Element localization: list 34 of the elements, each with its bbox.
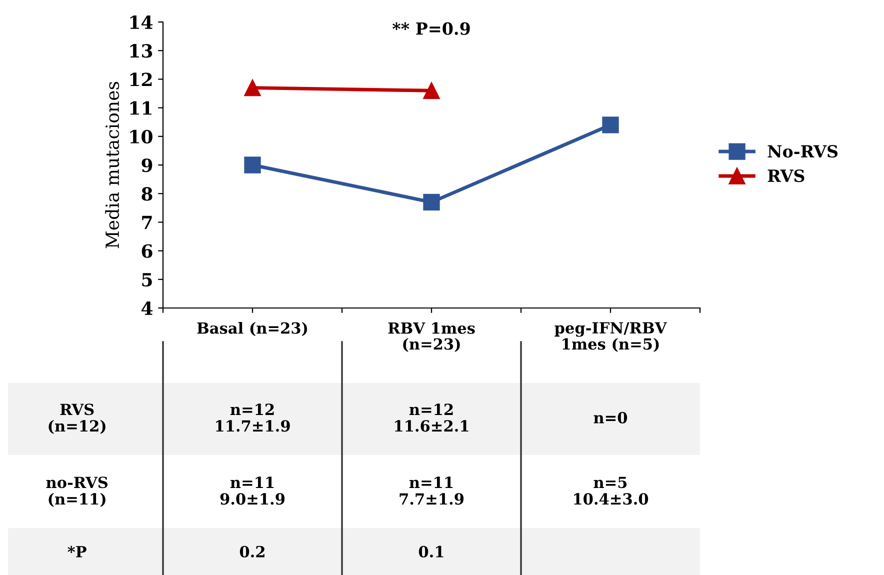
text: no-RVS (n=11) xyxy=(46,476,108,507)
y-tick-label: 14 xyxy=(130,15,153,29)
data-label: n=11 7.7±1.9 xyxy=(400,476,464,505)
text: *P xyxy=(68,546,86,558)
legend-label: No-RVS xyxy=(768,144,838,158)
point xyxy=(602,116,619,134)
y-tick-label: 6 xyxy=(142,244,152,258)
y-tick-label: 4 xyxy=(141,301,153,315)
data-label: n=11 9.0±1.9 xyxy=(220,476,285,505)
point xyxy=(244,79,261,96)
y-tick-label: 8 xyxy=(142,187,152,201)
data-label: n=12 11.6±2.1 xyxy=(395,404,468,432)
point xyxy=(423,82,440,99)
annotation: ** P=0.9 xyxy=(392,22,470,35)
point xyxy=(244,156,261,174)
y-tick-label: 13 xyxy=(130,44,152,58)
data-label: n=5 10.4±3.0 xyxy=(574,476,648,505)
x-tick-label: RBV 1mes (n=23) xyxy=(388,322,475,352)
y-tick-label: 10 xyxy=(130,130,152,144)
text: n=0 xyxy=(594,412,628,424)
y-tick-label: 7 xyxy=(142,216,152,230)
point xyxy=(423,194,440,211)
y-tick-label: 5 xyxy=(142,273,152,287)
text: 0.1 xyxy=(418,546,444,558)
data-label: n=12 11.7±1.9 xyxy=(216,404,290,432)
text: 0.2 xyxy=(240,546,264,558)
legend-label: RVS xyxy=(768,169,804,182)
y-tick-label: 12 xyxy=(130,72,152,86)
x-tick-label: peg-IFN/RBV 1mes (n=5) xyxy=(554,322,667,352)
x-tick-label: Basal (n=23) xyxy=(197,322,308,336)
y-tick-label: 11 xyxy=(130,101,152,115)
y-axis-title: Media mutaciones xyxy=(105,82,120,248)
text: RVS (n=12) xyxy=(48,404,106,434)
y-tick-label: 9 xyxy=(142,158,152,172)
